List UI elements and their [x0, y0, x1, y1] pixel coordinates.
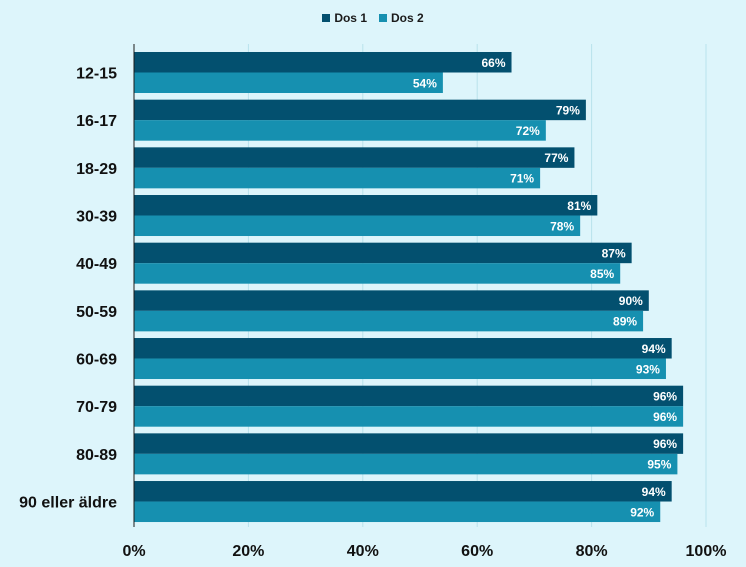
legend: Dos 1 Dos 2	[0, 11, 746, 25]
data-label: 79%	[556, 103, 580, 117]
bar	[134, 290, 649, 311]
data-label: 66%	[481, 56, 505, 70]
data-label: 95%	[647, 458, 671, 472]
bar	[134, 195, 598, 216]
category-label: 60-69	[76, 352, 117, 369]
data-label: 94%	[642, 342, 666, 356]
legend-item-dos-2: Dos 2	[379, 11, 424, 25]
bar	[134, 358, 666, 380]
bar	[134, 263, 621, 284]
legend-label-dos-2: Dos 2	[391, 11, 424, 25]
x-tick-label: 40%	[347, 543, 379, 560]
bar	[134, 310, 644, 332]
data-label: 87%	[602, 246, 626, 260]
category-label: 40-49	[76, 256, 117, 273]
bar	[134, 215, 581, 237]
data-label: 54%	[413, 76, 437, 90]
x-tick-label: 20%	[232, 543, 264, 560]
data-label: 90%	[619, 294, 643, 308]
bar	[134, 501, 661, 523]
data-label: 96%	[653, 437, 677, 451]
category-label: 70-79	[76, 399, 117, 416]
bar	[134, 242, 632, 264]
data-label: 96%	[653, 410, 677, 424]
x-tick-label: 60%	[461, 543, 493, 560]
category-label: 16-17	[76, 113, 117, 130]
bar	[134, 338, 672, 359]
data-label: 81%	[567, 199, 591, 213]
data-label: 96%	[653, 389, 677, 403]
bar	[134, 147, 575, 168]
legend-item-dos-1: Dos 1	[322, 11, 367, 25]
category-label: 12-15	[76, 66, 117, 83]
data-label: 72%	[516, 124, 540, 138]
bar	[134, 72, 443, 93]
category-label: 90 eller äldre	[19, 495, 117, 512]
category-label: 30-39	[76, 209, 117, 226]
bar	[134, 120, 546, 141]
bar	[134, 453, 678, 475]
bar	[134, 406, 684, 427]
x-tick-label: 100%	[686, 543, 727, 560]
x-tick-label: 0%	[122, 543, 145, 560]
category-label: 50-59	[76, 304, 117, 321]
category-label: 80-89	[76, 447, 117, 464]
bar	[134, 99, 586, 121]
data-label: 85%	[590, 267, 614, 281]
data-label: 78%	[550, 219, 574, 233]
data-label: 93%	[636, 362, 660, 376]
bar	[134, 167, 541, 189]
bar	[134, 385, 684, 407]
legend-swatch-dos-1	[322, 14, 331, 22]
legend-swatch-dos-2	[379, 14, 387, 22]
bar	[134, 433, 684, 454]
data-label: 77%	[544, 151, 568, 165]
data-label: 89%	[613, 315, 637, 329]
bar	[134, 52, 512, 73]
data-label: 94%	[642, 485, 666, 499]
bar	[134, 481, 672, 502]
data-label: 92%	[630, 505, 654, 519]
category-label: 18-29	[76, 161, 117, 178]
x-tick-label: 80%	[576, 543, 608, 560]
legend-label-dos-1: Dos 1	[334, 11, 367, 25]
data-label: 71%	[510, 172, 534, 186]
